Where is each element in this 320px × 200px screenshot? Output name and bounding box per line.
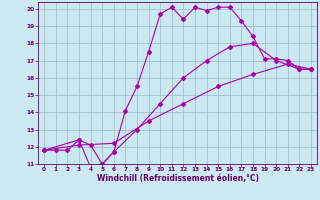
X-axis label: Windchill (Refroidissement éolien,°C): Windchill (Refroidissement éolien,°C) (97, 174, 259, 183)
